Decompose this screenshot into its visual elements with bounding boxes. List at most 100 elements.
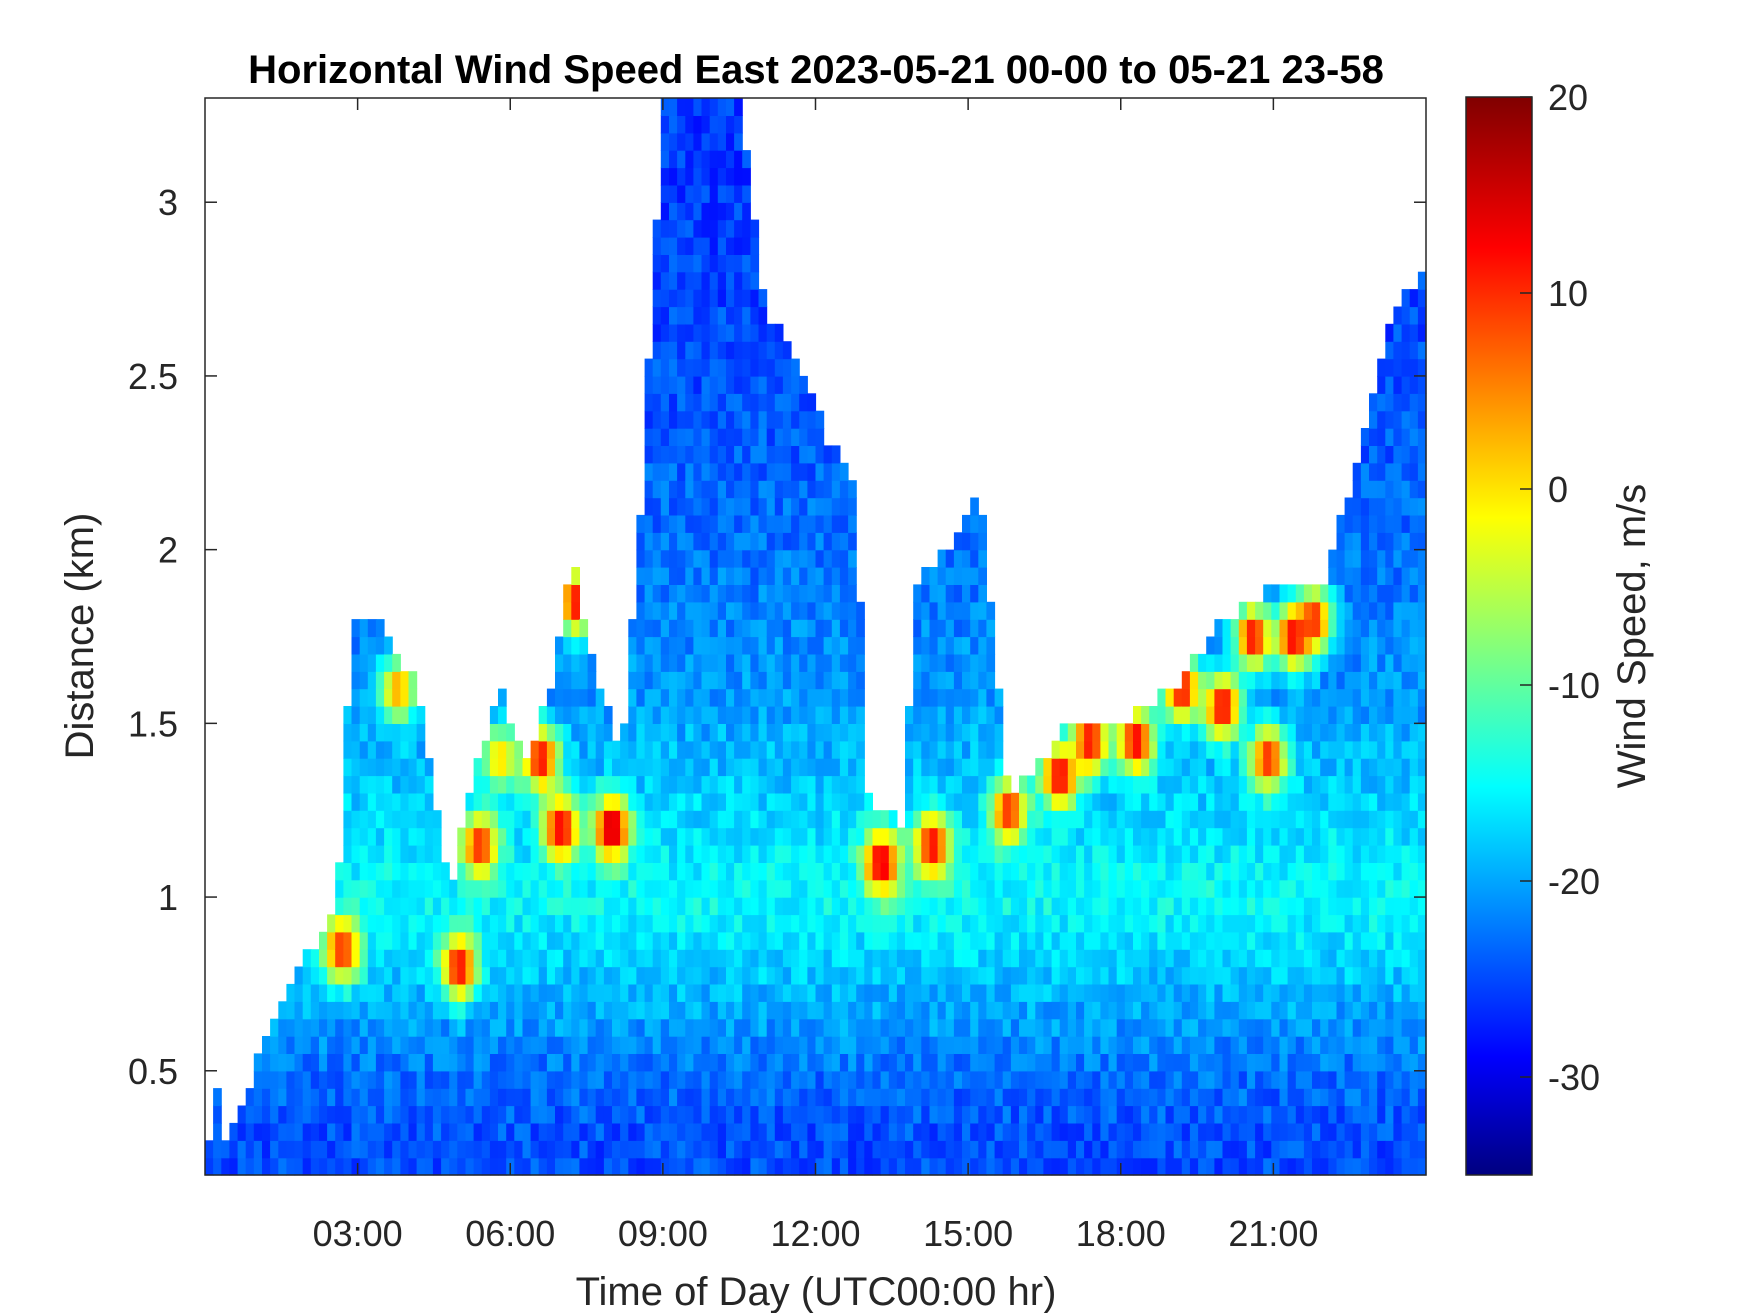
heatmap-cell (1019, 1088, 1028, 1107)
heatmap-cell (848, 862, 857, 881)
heatmap-cell (498, 879, 507, 898)
heatmap-cell (262, 1157, 271, 1176)
heatmap-cell (1002, 1122, 1012, 1141)
heatmap-cell (709, 323, 719, 342)
heatmap-cell (270, 1140, 279, 1159)
heatmap-cell (726, 983, 735, 1002)
heatmap-cell (709, 480, 719, 499)
heatmap-cell (1076, 1036, 1085, 1054)
heatmap-cell (693, 1140, 703, 1159)
heatmap-cell (856, 879, 865, 898)
heatmap-cell (1393, 792, 1403, 811)
heatmap-cell (652, 358, 662, 377)
heatmap-cell (1312, 1140, 1321, 1159)
heatmap-cell (424, 1018, 434, 1037)
heatmap-cell (1149, 845, 1158, 863)
heatmap-cell (1067, 914, 1077, 933)
heatmap-cell (717, 341, 727, 360)
heatmap-cell (709, 1140, 719, 1159)
heatmap-cell (335, 879, 344, 898)
heatmap-cell (1230, 1140, 1240, 1159)
heatmap-cell (1385, 862, 1394, 881)
heatmap-cell (1401, 462, 1411, 481)
heatmap-cell (644, 428, 654, 446)
heatmap-cell (807, 810, 817, 829)
heatmap-cell (595, 897, 605, 916)
heatmap-cell (669, 1105, 678, 1124)
heatmap-cell (888, 897, 898, 916)
heatmap-cell (1312, 584, 1321, 603)
heatmap-cells (205, 98, 1427, 1176)
heatmap-cell (1173, 966, 1183, 985)
heatmap-cell (473, 949, 483, 968)
heatmap-cell (709, 497, 719, 516)
heatmap-cell (1279, 966, 1289, 985)
heatmap-cell (1116, 723, 1126, 742)
heatmap-cell (530, 827, 540, 846)
heatmap-cell (294, 1053, 304, 1072)
heatmap-cell (555, 1070, 564, 1089)
heatmap-cell (734, 306, 743, 325)
heatmap-cell (1035, 879, 1044, 898)
heatmap-cell (774, 497, 784, 516)
heatmap-cell (652, 810, 662, 829)
heatmap-cell (1165, 706, 1175, 724)
heatmap-cell (1198, 723, 1207, 742)
heatmap-cell (1100, 758, 1110, 777)
heatmap-cell (945, 1122, 955, 1141)
heatmap-cell (286, 1053, 296, 1072)
heatmap-cell (1344, 862, 1354, 881)
heatmap-cell (1377, 410, 1386, 429)
heatmap-cell (1393, 706, 1403, 724)
heatmap-cell (880, 1122, 890, 1141)
heatmap-cell (1198, 1036, 1207, 1054)
heatmap-cell (1377, 1122, 1386, 1141)
heatmap-cell (701, 497, 711, 516)
heatmap-cell (782, 1157, 792, 1176)
heatmap-cell (1344, 931, 1354, 950)
heatmap-cell (742, 897, 751, 916)
heatmap-cell (1035, 1088, 1044, 1107)
heatmap-cell (1377, 1140, 1386, 1159)
heatmap-cell (1059, 949, 1069, 968)
heatmap-cell (929, 966, 939, 985)
heatmap-cell (1352, 740, 1362, 759)
heatmap-cell (1352, 792, 1362, 811)
heatmap-cell (652, 549, 662, 568)
heatmap-cell (807, 723, 817, 742)
heatmap-cell (766, 462, 776, 481)
heatmap-cell (351, 1122, 361, 1141)
heatmap-cell (1173, 879, 1183, 898)
heatmap-cell (498, 931, 507, 950)
heatmap-cell (742, 549, 751, 568)
heatmap-cell (1328, 1105, 1337, 1124)
heatmap-cell (685, 1053, 694, 1072)
heatmap-cell (685, 584, 694, 603)
heatmap-cell (880, 1157, 890, 1176)
heatmap-cell (831, 1070, 841, 1089)
heatmap-cell (742, 289, 751, 308)
heatmap-cell (1352, 723, 1362, 742)
heatmap-cell (335, 1105, 344, 1124)
heatmap-cell (1263, 862, 1272, 881)
heatmap-cell (1401, 393, 1411, 412)
heatmap-cell (1133, 931, 1142, 950)
heatmap-cell (750, 341, 760, 360)
heatmap-cell (758, 1122, 768, 1141)
heatmap-cell (726, 1018, 735, 1037)
heatmap-cell (1409, 1088, 1419, 1107)
heatmap-cell (709, 792, 719, 811)
heatmap-cell (815, 1053, 825, 1072)
heatmap-cell (351, 653, 361, 672)
heatmap-cell (750, 567, 760, 585)
heatmap-cell (1401, 671, 1411, 690)
heatmap-cell (1173, 740, 1183, 759)
heatmap-cell (782, 428, 792, 446)
heatmap-cell (555, 845, 564, 863)
heatmap-cell (1401, 723, 1411, 742)
heatmap-cell (400, 949, 410, 968)
heatmap-cell (726, 1122, 735, 1141)
heatmap-cell (530, 914, 540, 933)
heatmap-cell (774, 688, 784, 707)
heatmap-cell (432, 1122, 442, 1141)
